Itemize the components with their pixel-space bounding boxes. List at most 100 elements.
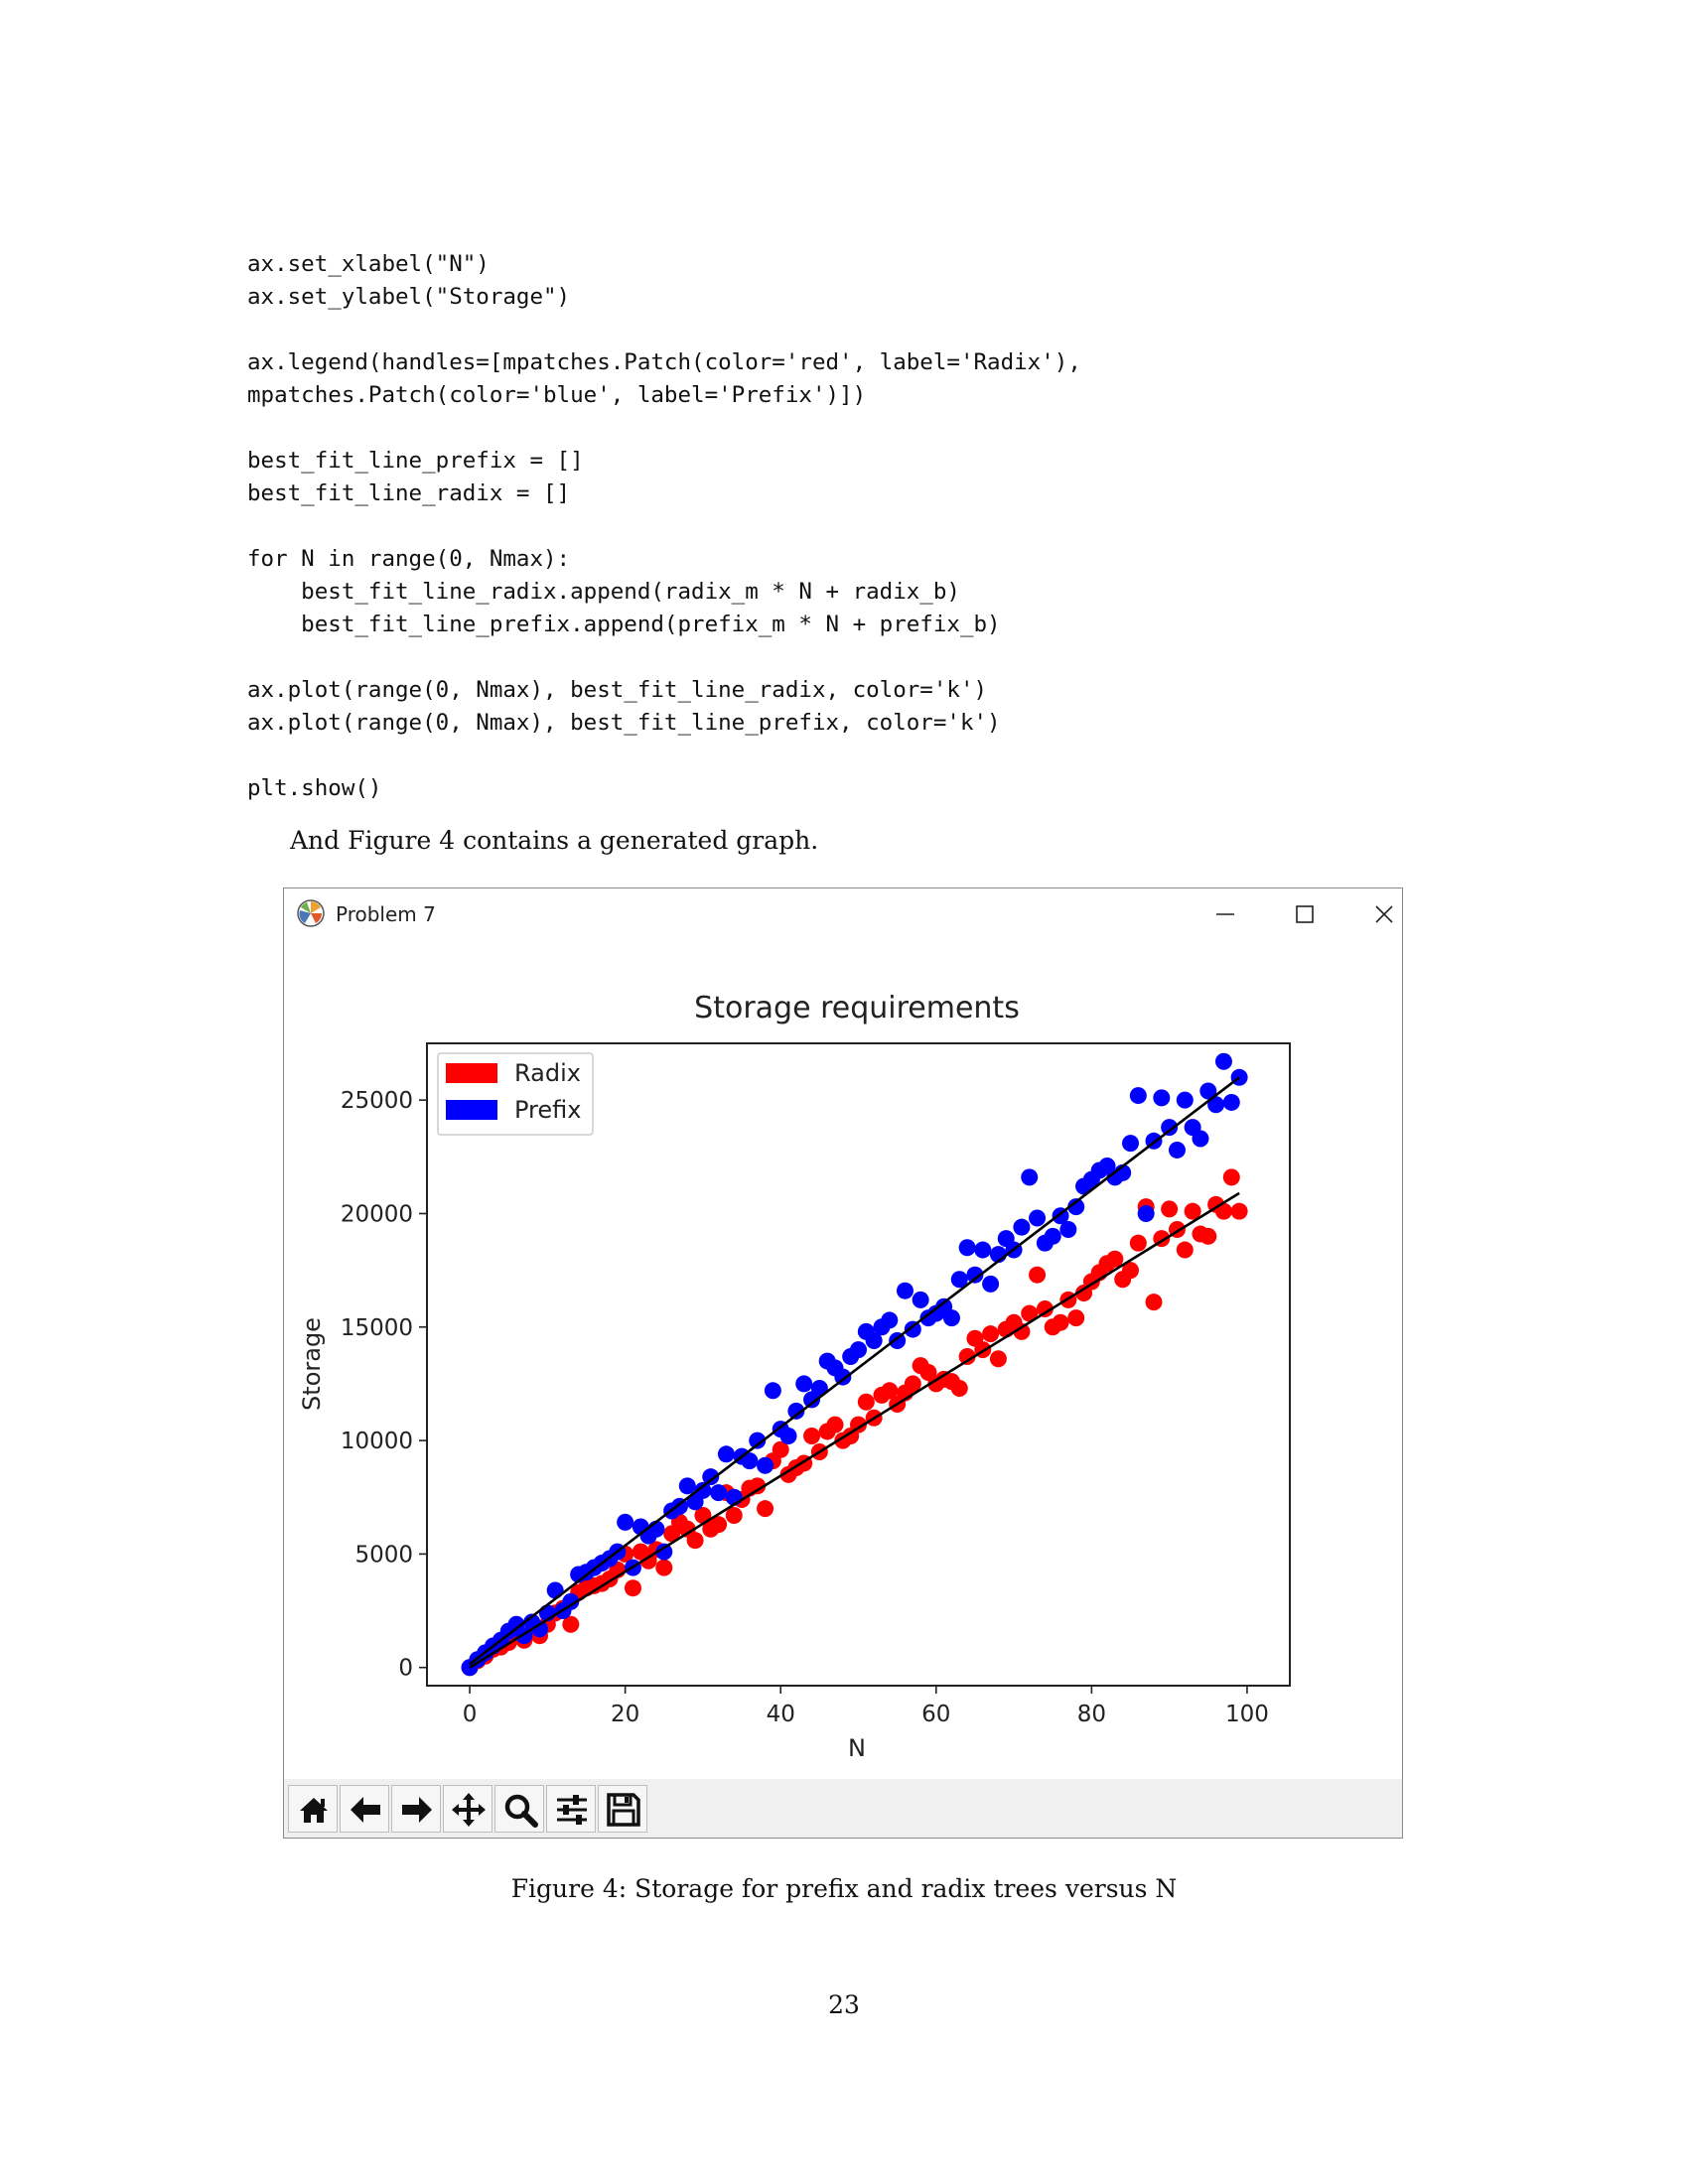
- radix-data-point: [950, 1380, 968, 1398]
- radix-data-point: [1184, 1202, 1201, 1220]
- code-line: [247, 641, 1081, 674]
- code-line: plt.show(): [247, 775, 382, 801]
- code-line: [247, 314, 1081, 346]
- prefix-data-point: [546, 1581, 564, 1599]
- prefix-data-point: [764, 1382, 781, 1400]
- code-listing: ax.set_xlabel("N") ax.set_ylabel("Storage…: [247, 248, 1081, 805]
- chart-title: Storage requirements: [694, 991, 1020, 1025]
- prefix-data-point: [710, 1484, 728, 1502]
- code-line: [247, 412, 1081, 445]
- x-tick-label: 100: [1225, 1702, 1269, 1727]
- prefix-data-point: [1192, 1130, 1209, 1148]
- radix-data-point: [1021, 1304, 1039, 1322]
- x-tick-label: 60: [921, 1702, 950, 1727]
- minimize-button[interactable]: [1196, 888, 1255, 940]
- prefix-data-point: [1176, 1091, 1194, 1109]
- window-titlebar[interactable]: Problem 7: [284, 888, 1402, 940]
- configure-subplots-button[interactable]: [546, 1785, 596, 1833]
- prefix-data-point: [1137, 1204, 1155, 1222]
- x-axis-label: N: [848, 1734, 866, 1762]
- prefix-data-point: [950, 1271, 968, 1289]
- prefix-data-point: [1214, 1052, 1232, 1070]
- home-icon: [300, 1798, 328, 1823]
- window-title: Problem 7: [336, 902, 436, 926]
- code-line: best_fit_line_radix.append(radix_m * N +…: [247, 579, 960, 605]
- radix-data-point: [904, 1375, 921, 1393]
- radix-data-point: [1036, 1299, 1054, 1317]
- radix-data-point: [1013, 1322, 1031, 1340]
- prefix-data-point: [749, 1432, 767, 1449]
- save-button[interactable]: [598, 1785, 647, 1833]
- radix-data-point: [1230, 1202, 1248, 1220]
- prefix-data-point: [1199, 1082, 1217, 1100]
- prefix-data-point: [1168, 1141, 1186, 1159]
- prefix-data-point: [678, 1477, 696, 1495]
- prefix-data-point: [1122, 1135, 1140, 1153]
- prefix-data-point: [966, 1266, 984, 1284]
- y-axis-label: Storage: [298, 1317, 326, 1411]
- code-line: mpatches.Patch(color='blue', label='Pref…: [247, 382, 867, 408]
- save-icon: [607, 1793, 640, 1827]
- prefix-data-point: [1044, 1227, 1061, 1245]
- radix-data-point: [1199, 1227, 1217, 1245]
- radix-data-point: [803, 1428, 821, 1445]
- maximize-button[interactable]: [1275, 888, 1335, 940]
- code-line: ax.set_xlabel("N"): [247, 251, 490, 277]
- prefix-data-point: [1059, 1220, 1077, 1238]
- radix-data-point: [958, 1347, 976, 1365]
- radix-data-point: [850, 1416, 867, 1433]
- code-line: best_fit_line_prefix.append(prefix_m * N…: [247, 612, 1001, 637]
- zoom-icon: [504, 1794, 538, 1828]
- pan-button[interactable]: [443, 1785, 492, 1833]
- prefix-data-point: [787, 1402, 805, 1420]
- y-tick-label: 10000: [341, 1429, 413, 1454]
- radix-data-point: [1122, 1262, 1140, 1280]
- prefix-data-point: [1067, 1198, 1085, 1216]
- radix-data-point: [989, 1350, 1007, 1368]
- zoom-button[interactable]: [494, 1785, 544, 1833]
- close-icon: [1375, 905, 1393, 923]
- prefix-best-fit-line: [469, 1076, 1240, 1666]
- configure-subplots-icon: [557, 1795, 587, 1825]
- prefix-data-point: [974, 1241, 992, 1259]
- page-number: 23: [828, 1990, 860, 2019]
- radix-data-point: [1067, 1309, 1085, 1327]
- body-paragraph: And Figure 4 contains a generated graph.: [290, 826, 819, 855]
- y-tick-label: 20000: [341, 1201, 413, 1227]
- back-button[interactable]: [340, 1785, 389, 1833]
- radix-data-point: [826, 1416, 844, 1433]
- prefix-data-point: [1013, 1218, 1031, 1236]
- home-button[interactable]: [288, 1785, 338, 1833]
- close-button[interactable]: [1354, 888, 1414, 940]
- code-line: ax.plot(range(0, Nmax), best_fit_line_pr…: [247, 710, 1001, 736]
- prefix-data-point: [942, 1309, 960, 1327]
- radix-data-point: [757, 1500, 774, 1518]
- code-line: for N in range(0, Nmax):: [247, 546, 571, 572]
- prefix-data-point: [881, 1311, 899, 1329]
- prefix-data-point: [1161, 1119, 1179, 1137]
- prefix-data-point: [850, 1341, 867, 1359]
- code-line: best_fit_line_prefix = []: [247, 448, 584, 474]
- radix-data-point: [710, 1516, 728, 1534]
- back-arrow-icon: [351, 1797, 380, 1823]
- prefix-data-point: [896, 1282, 914, 1299]
- navigation-toolbar: [284, 1779, 1402, 1838]
- radix-data-point: [1214, 1202, 1232, 1220]
- code-line: ax.set_ylabel("Storage"): [247, 284, 571, 310]
- code-line: [247, 740, 1081, 772]
- maximize-icon: [1296, 905, 1314, 923]
- prefix-data-point: [1153, 1089, 1171, 1107]
- forward-button[interactable]: [391, 1785, 441, 1833]
- radix-data-point: [1052, 1313, 1069, 1331]
- prefix-data-point: [702, 1468, 720, 1486]
- matplotlib-app-icon: [297, 899, 325, 927]
- prefix-data-point: [1029, 1209, 1047, 1227]
- radix-data-point: [624, 1579, 641, 1597]
- prefix-data-point: [958, 1239, 976, 1257]
- prefix-data-point: [865, 1331, 883, 1349]
- prefix-data-point: [741, 1452, 759, 1470]
- code-line: ax.legend(handles=[mpatches.Patch(color=…: [247, 349, 1081, 375]
- code-line: best_fit_line_radix = []: [247, 480, 571, 506]
- legend-label-prefix: Prefix: [514, 1096, 581, 1124]
- radix-data-point: [857, 1393, 875, 1411]
